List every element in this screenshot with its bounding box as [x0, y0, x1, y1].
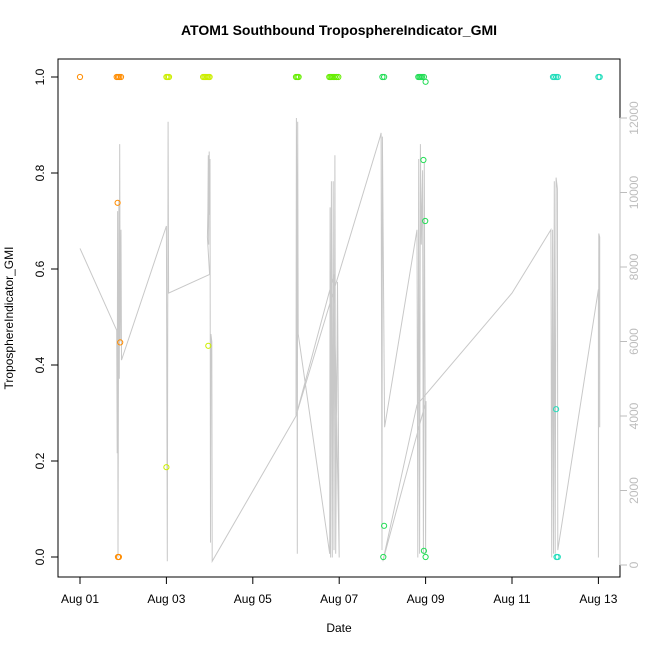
data-point-0-8 [115, 553, 123, 561]
data-point-3-9 [422, 78, 429, 85]
y-tick-label-2: 0.4 [33, 356, 47, 373]
y-right-tick-label-0: 0 [627, 561, 641, 568]
x-axis: Aug 01 Aug 03 Aug 05 Aug 07 Aug 09 Aug 11 Aug … [61, 576, 618, 606]
y-tick-label-1: 0.2 [33, 452, 47, 469]
y-axis-left: 0.0 0.2 0.4 0.6 0.8 1.0 [33, 68, 59, 565]
x-tick-label-4: Aug 09 [407, 592, 445, 606]
data-point-4-1 [551, 73, 558, 81]
data-point-3-11 [422, 217, 429, 225]
y-tick-label-3: 0.6 [33, 260, 47, 277]
x-tick-label-1: Aug 03 [147, 592, 185, 606]
x-tick-label-5: Aug 11 [493, 592, 530, 606]
data-point-0-0 [76, 73, 84, 81]
data-point-2-8 [333, 73, 340, 81]
data-point-0-4 [117, 73, 125, 81]
data-point-1-3 [163, 464, 170, 471]
altitude-line [79, 117, 601, 564]
data-point-1-9 [206, 73, 213, 81]
data-point-3-3 [380, 553, 387, 561]
y-right-tick-label-3: 6000 [627, 328, 641, 355]
data-point-3-1 [381, 73, 388, 81]
data-point-2-7 [331, 73, 338, 81]
data-point-4-4 [553, 406, 560, 413]
x-tick-label-0: Aug 01 [61, 592, 99, 606]
data-point-4-3 [554, 73, 561, 81]
points-layer [76, 73, 603, 561]
data-point-0-5 [114, 199, 121, 206]
data-point-3-10 [420, 156, 427, 164]
chart-title: ATOM1 Southbound TroposphereIndicator_GM… [181, 22, 497, 38]
data-point-1-10 [205, 342, 212, 349]
y-right-tick-label-6: 12000 [627, 101, 641, 135]
data-point-3-13 [422, 553, 429, 561]
y-tick-label-5: 1.0 [33, 68, 47, 85]
data-point-0-3 [116, 73, 123, 81]
y-tick-label-0: 0.0 [33, 548, 47, 565]
data-point-4-6 [554, 553, 561, 561]
data-point-1-2 [165, 73, 173, 81]
data-point-2-9 [335, 73, 342, 81]
data-point-3-12 [420, 547, 427, 554]
y-tick-label-4: 0.8 [33, 164, 47, 181]
y-right-tick-label-5: 10000 [627, 175, 641, 209]
x-axis-label: Date [326, 621, 352, 635]
altitude-line-layer [79, 117, 601, 564]
x-tick-label-6: Aug 13 [579, 592, 617, 606]
y-right-tick-label-1: 2000 [627, 477, 641, 504]
x-tick-label-3: Aug 07 [320, 592, 358, 606]
data-point-3-7 [419, 73, 426, 81]
data-point-3-2 [381, 522, 388, 529]
data-point-4-2 [553, 73, 560, 81]
y-right-tick-label-4: 8000 [627, 253, 641, 280]
data-point-2-2 [295, 73, 302, 81]
data-point-4-8 [596, 73, 603, 81]
y-right-tick-label-2: 4000 [627, 402, 641, 429]
data-point-0-6 [117, 339, 124, 346]
y-axis-right: 0 2000 4000 6000 8000 10000 12000 [619, 101, 641, 568]
y-axis-label: TroposphereIndicator_GMI [2, 247, 16, 390]
data-point-3-0 [379, 73, 386, 81]
x-tick-label-2: Aug 05 [234, 592, 272, 606]
